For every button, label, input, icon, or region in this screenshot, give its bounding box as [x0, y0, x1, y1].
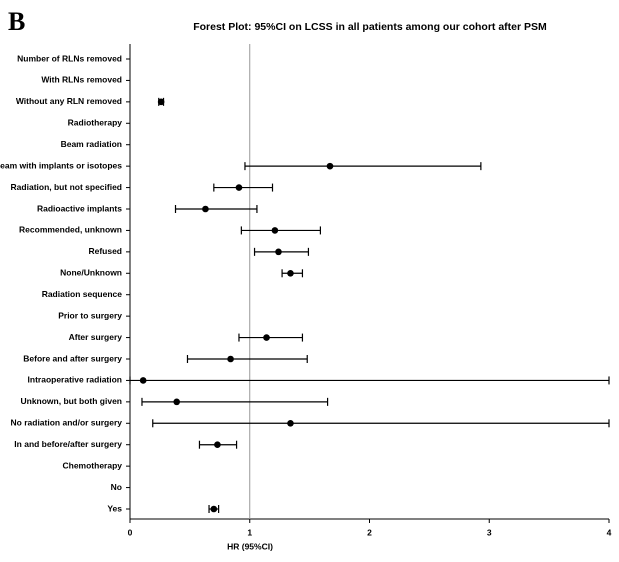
point-estimate	[326, 162, 334, 170]
chart-title: Forest Plot: 95%CI on LCSS in all patien…	[193, 21, 547, 33]
x-tick-label: 0	[128, 527, 133, 537]
y-tick-label: No	[111, 482, 122, 492]
y-tick-label: Before and after surgery	[23, 353, 122, 363]
point-estimate	[202, 205, 209, 213]
x-axis-label: HR (95%CI)	[227, 541, 273, 551]
y-tick-label: Refused	[88, 246, 122, 256]
point-estimate	[139, 377, 147, 384]
point-estimate	[271, 227, 279, 234]
y-tick-label: Without any RLN removed	[16, 96, 122, 106]
panel-label: B	[8, 7, 25, 36]
x-tick-label: 2	[367, 527, 372, 537]
point-estimate	[157, 98, 165, 106]
y-tick-label: Beam with implants or isotopes	[0, 160, 122, 170]
point-estimate	[275, 248, 282, 256]
x-tick-label: 3	[487, 527, 492, 537]
point-estimate	[287, 269, 294, 277]
y-tick-label: With RLNs removed	[41, 75, 122, 85]
y-tick-label: None/Unknown	[60, 268, 122, 278]
y-tick-label: After surgery	[69, 332, 123, 342]
point-estimate	[173, 398, 181, 406]
x-tick-label: 1	[247, 527, 252, 537]
x-tick-label: 4	[607, 527, 612, 537]
y-tick-label: Intraoperative radiation	[28, 375, 122, 385]
y-tick-label: Radiation, but not specified	[11, 182, 122, 192]
point-estimate	[227, 355, 234, 363]
y-tick-label: Beam radiation	[61, 139, 122, 149]
y-tick-label: Unknown, but both given	[20, 396, 122, 406]
y-tick-label: Radiotherapy	[68, 118, 123, 128]
y-tick-label: In and before/after surgery	[14, 439, 122, 449]
point-estimate	[214, 441, 221, 449]
point-estimate	[235, 184, 243, 191]
y-tick-label: Prior to surgery	[58, 310, 122, 320]
y-tick-label: Radioactive implants	[37, 203, 122, 213]
point-estimate	[210, 505, 218, 513]
y-tick-label: Number of RLNs removed	[17, 53, 122, 63]
y-tick-label: No radiation and/or surgery	[11, 418, 123, 428]
y-tick-label: Yes	[107, 503, 122, 513]
y-tick-label: Chemotherapy	[62, 460, 122, 470]
point-estimate	[263, 334, 270, 341]
y-tick-label: Recommended, unknown	[19, 225, 122, 235]
point-estimate	[287, 419, 294, 427]
y-tick-label: Radiation sequence	[42, 289, 123, 299]
